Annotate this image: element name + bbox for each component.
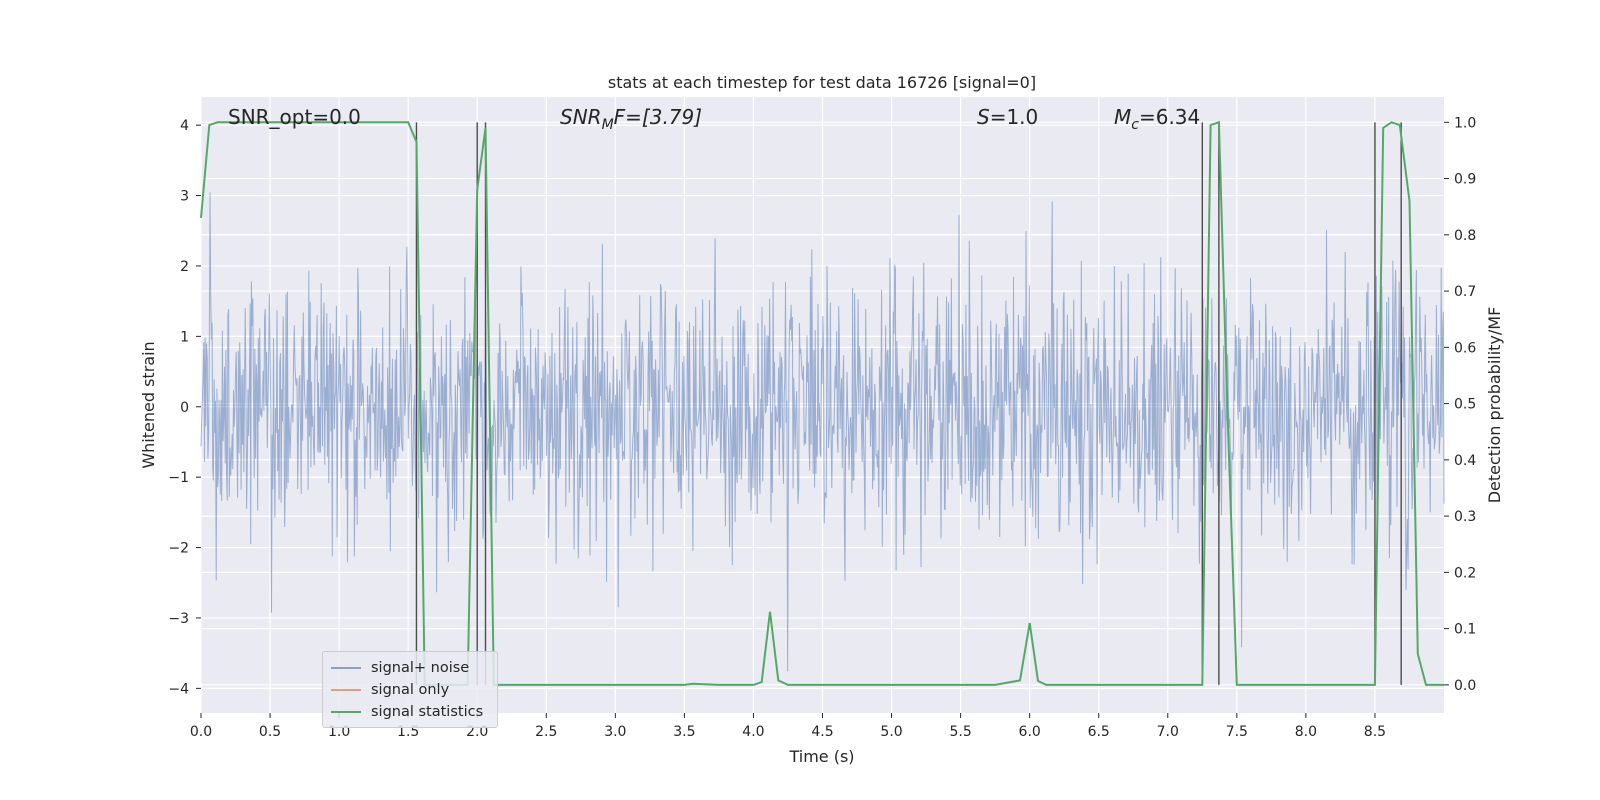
snr-mf-sub: M	[602, 117, 614, 133]
x-tick-label: 3.0	[604, 724, 626, 740]
y-tick-label-right: 0.1	[1454, 622, 1476, 638]
x-tick-labels: 0.0 0.5 1.0 1.5 2.0 2.5 3.0 3.5 4.0 4.5 5.0 5.5 6.0 6…	[190, 713, 1386, 740]
legend-item-signal-statistics: signal statistics	[331, 702, 483, 722]
y-tick-label-left: 3	[180, 189, 189, 205]
legend-label: signal+ noise	[371, 660, 470, 676]
y-tick-label-right: 0.8	[1454, 228, 1476, 244]
y-tick-label-right: 1.0	[1454, 115, 1476, 131]
snr-mf-rest: F=[3.79]	[614, 105, 702, 129]
x-tick-label: 0.0	[190, 724, 212, 740]
x-tick-label: 1.5	[397, 724, 419, 740]
y-tick-label-right: 0.5	[1454, 397, 1476, 413]
x-tick-label: 2.5	[535, 724, 557, 740]
legend-item-signal-noise: signal+ noise	[331, 658, 469, 678]
mc-annotation: Mc=6.34	[1114, 105, 1200, 133]
x-tick-label: 6.0	[1019, 724, 1041, 740]
y-tick-label-left: −2	[168, 541, 189, 557]
x-tick-label: 5.0	[880, 724, 902, 740]
y-tick-label-right: 0.4	[1454, 453, 1476, 469]
snr-mf-annotation: SNRMF=[3.79]	[560, 105, 702, 133]
y-tick-label-right: 0.0	[1454, 678, 1476, 694]
x-tick-label: 6.5	[1088, 724, 1110, 740]
y-tick-label-left: 4	[180, 118, 189, 134]
legend-item-signal-only: signal only	[331, 680, 449, 700]
legend: signal+ noise signal only signal statist…	[322, 651, 498, 728]
x-tick-label: 1.0	[328, 724, 350, 740]
mc-base: M	[1114, 105, 1131, 129]
snr-opt-annotation: SNR_opt=0.0	[228, 105, 361, 129]
mc-value: =6.34	[1139, 105, 1200, 129]
s-annotation: S=1.0	[977, 105, 1038, 129]
x-tick-label: 3.5	[673, 724, 695, 740]
legend-label: signal statistics	[371, 704, 484, 720]
legend-swatch-signal-statistics	[331, 711, 361, 713]
y-tick-label-right: 0.3	[1454, 509, 1476, 525]
x-tick-label: 7.0	[1157, 724, 1179, 740]
s-value: =1.0	[990, 105, 1039, 129]
x-tick-label: 0.5	[259, 724, 281, 740]
x-tick-label: 2.0	[466, 724, 488, 740]
y-tick-label-left: 1	[180, 329, 189, 345]
vertical-markers	[415, 122, 1402, 685]
y-tick-label-right: 0.7	[1454, 284, 1476, 300]
x-tick-label: 4.0	[742, 724, 764, 740]
x-tick-label: 4.5	[811, 724, 833, 740]
right-y-tick-labels: 0.0 0.1 0.2 0.3 0.4 0.5 0.6 0.7 0.8 0.9 1.0	[1444, 115, 1476, 694]
chart-title: stats at each timestep for test data 167…	[608, 73, 1036, 92]
y-axis-label-right: Detection probability/MF	[1485, 307, 1504, 504]
x-tick-label: 8.5	[1364, 724, 1386, 740]
x-tick-label: 8.0	[1295, 724, 1317, 740]
signal-noise-series	[200, 192, 1445, 672]
x-tick-label: 5.5	[949, 724, 971, 740]
legend-label: signal only	[371, 682, 450, 698]
y-tick-label-left: −1	[168, 470, 189, 486]
y-tick-label-left: −4	[168, 681, 189, 697]
left-y-tick-labels: −4 −3 −2 −1 0 1 2 3 4	[168, 118, 201, 697]
mc-sub: c	[1131, 117, 1139, 133]
legend-swatch-signal-only	[331, 689, 361, 691]
x-axis-label: Time (s)	[788, 747, 854, 766]
x-tick-label: 7.5	[1226, 724, 1248, 740]
y-tick-label-left: −3	[168, 611, 189, 627]
y-tick-label-right: 0.9	[1454, 172, 1476, 188]
signal-noise-trace	[200, 192, 1445, 672]
legend-swatch-signal-noise	[331, 667, 361, 669]
y-axis-label-left: Whitened strain	[139, 341, 158, 468]
y-tick-label-right: 0.6	[1454, 340, 1476, 356]
y-tick-label-left: 0	[180, 400, 189, 416]
y-tick-label-left: 2	[180, 259, 189, 275]
y-tick-label-right: 0.2	[1454, 565, 1476, 581]
s-symbol: S	[977, 105, 990, 129]
snr-mf-base: SNR	[560, 105, 602, 129]
